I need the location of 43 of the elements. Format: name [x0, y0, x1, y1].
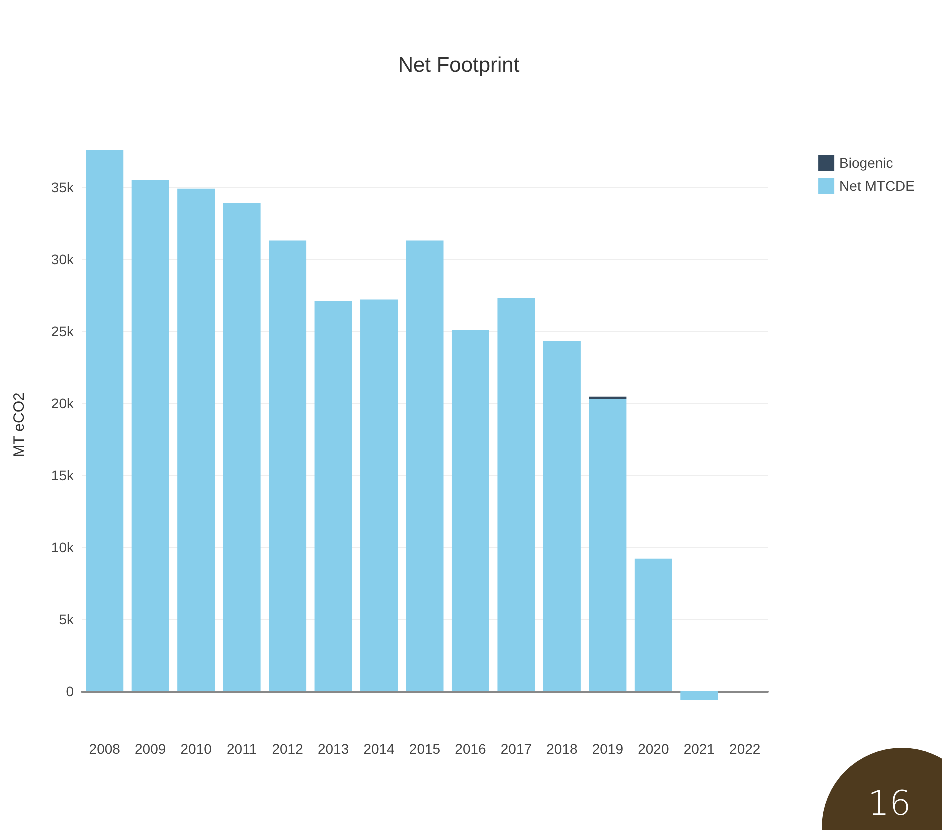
y-tick-label: 10k — [51, 539, 75, 556]
x-tick-label: 2017 — [500, 741, 532, 757]
x-tick-label: 2020 — [638, 741, 670, 757]
bar — [314, 301, 352, 692]
x-tick-label: 2016 — [455, 741, 487, 757]
y-tick-label: 5k — [59, 611, 75, 628]
x-tick-label: 2012 — [272, 741, 304, 757]
bar — [498, 298, 536, 692]
x-tick-label: 2013 — [318, 741, 350, 757]
x-tick-label: 2015 — [409, 741, 441, 757]
bar — [680, 691, 718, 700]
y-tick-label: 25k — [51, 323, 75, 340]
legend-label: Biogenic — [840, 155, 894, 171]
bar — [589, 399, 627, 692]
bar — [406, 240, 444, 692]
y-tick-label: 0 — [66, 683, 74, 700]
x-tick-label: 2011 — [227, 741, 258, 757]
x-tick-label: 2019 — [592, 741, 624, 757]
bar — [452, 330, 490, 692]
bar — [269, 240, 307, 692]
x-tick-label: 2014 — [364, 741, 396, 757]
x-tick-label: 2022 — [730, 741, 761, 757]
x-tick-label: 2018 — [546, 741, 578, 757]
bar — [543, 341, 581, 692]
y-tick-label: 20k — [51, 395, 75, 412]
bar — [223, 203, 261, 692]
text: 16 — [868, 784, 912, 824]
bar — [360, 300, 398, 692]
x-tick-label: 2009 — [135, 741, 166, 757]
x-tick-label: 2021 — [684, 741, 716, 757]
bar — [86, 150, 124, 692]
legend-label: Net MTCDE — [840, 178, 916, 194]
bar — [589, 396, 627, 400]
x-tick-label: 2008 — [89, 741, 121, 757]
bar — [132, 180, 170, 692]
chart-title: Net Footprint — [398, 54, 520, 77]
y-tick-label: 30k — [51, 251, 75, 268]
y-axis-title: MT eCO2 — [11, 392, 28, 458]
y-tick-label: 35k — [51, 179, 75, 196]
bar — [178, 188, 216, 692]
bar — [634, 558, 672, 692]
x-tick-label: 2010 — [180, 741, 212, 757]
y-tick-label: 15k — [51, 467, 75, 484]
